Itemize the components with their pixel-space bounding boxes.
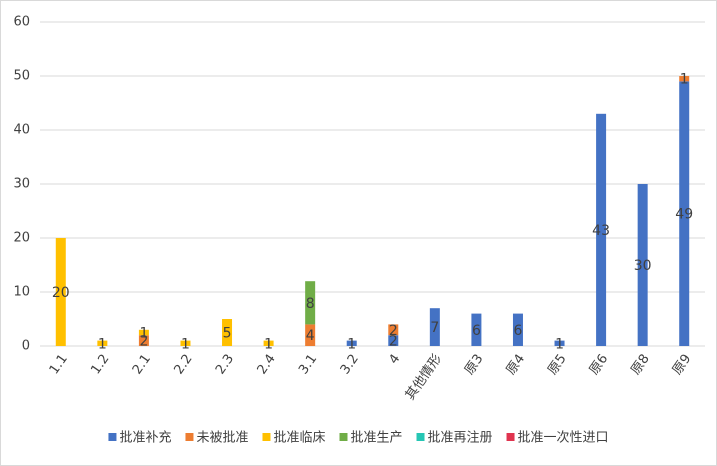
legend: 批准补充 未被批准 批准临床 批准生产 批准再注册 批准一次性进口 [108,430,609,446]
data-label: 5 [223,326,232,342]
data-label: 43 [592,223,610,239]
legend-swatch [339,433,348,441]
data-label: 6 [472,323,481,339]
data-label: 6 [514,323,523,339]
data-label: 30 [634,258,652,274]
bar-segment [637,184,648,346]
legend-label: 批准临床 [273,431,325,446]
y-tick-label: 0 [22,339,30,354]
data-label: 1 [139,326,148,342]
legend-label: 批准再注册 [428,431,493,446]
bar-segment [305,324,316,346]
legend-swatch [108,433,117,441]
data-label: 1 [347,336,356,352]
y-tick-label: 50 [13,69,30,84]
bar-segment [222,319,233,346]
bar-segment [388,324,399,336]
bar-segment [138,329,149,336]
bar-segment [512,313,523,346]
legend-swatch [262,433,271,441]
legend-swatch [416,433,425,441]
legend-label: 批准补充 [119,430,171,446]
data-label: 1 [680,72,689,88]
legend-label: 未被批准 [196,431,248,446]
bar-segment [305,281,316,325]
data-label: 4 [306,328,315,344]
data-label: 2 [139,334,148,350]
bar-segment [429,308,440,346]
bar-segment [554,340,565,346]
y-tick-label: 20 [13,231,30,246]
data-label: 7 [430,320,439,336]
y-tick-label: 40 [13,123,30,138]
data-label: 1 [98,336,107,352]
bar-segment [346,340,357,346]
data-label: 20 [52,285,70,301]
bar-segment [263,340,274,346]
y-tick-label: 60 [13,15,30,30]
data-label: 8 [306,296,315,312]
bar-segment [138,335,149,346]
legend-swatch [506,433,515,441]
bar-segment [388,335,399,346]
data-label: 2 [389,334,398,350]
bar-segment [55,238,66,346]
bar-segment [679,81,690,347]
bar-segment [97,340,108,346]
y-tick-label: 30 [13,177,30,192]
bar-segment [596,113,607,346]
data-label: 1 [555,336,564,352]
data-label: 2 [389,323,398,339]
data-label: 49 [675,207,693,223]
bar-segment [679,76,690,82]
data-label: 1 [181,336,190,352]
legend-label: 批准一次性进口 [518,430,609,446]
bar-segment [471,313,482,346]
bar-segment [180,340,191,346]
y-tick-label: 10 [13,285,30,300]
legend-label: 批准生产 [351,431,403,446]
data-label: 1 [264,336,273,352]
legend-swatch [185,433,194,441]
